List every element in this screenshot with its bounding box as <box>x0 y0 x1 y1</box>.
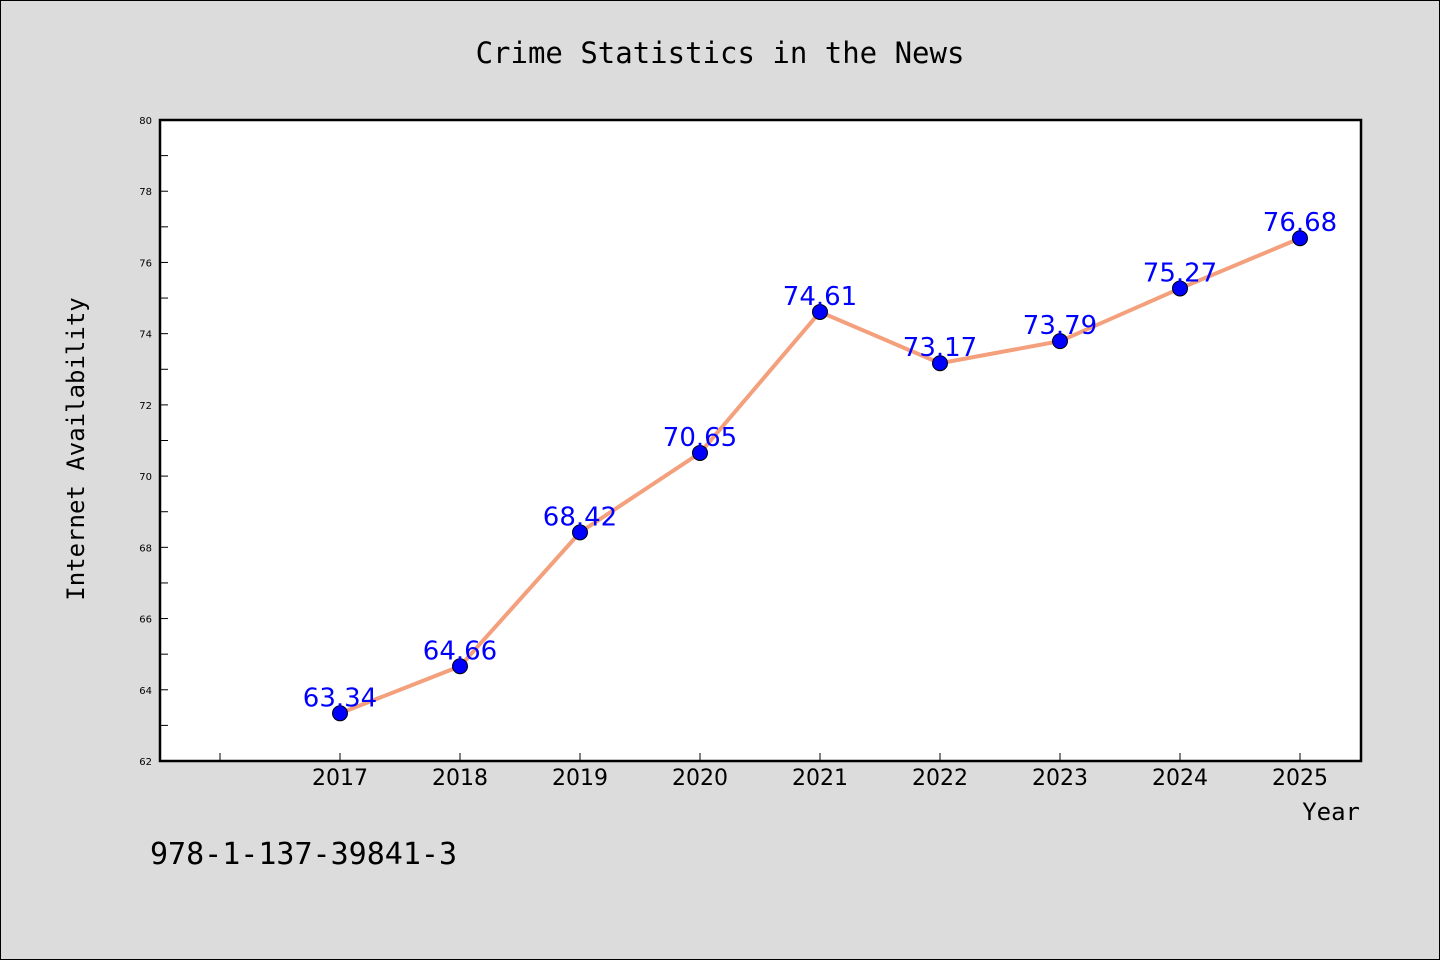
data-label: 74.61 <box>783 282 857 312</box>
x-tick-label: 2021 <box>792 766 848 791</box>
y-tick-label: 78 <box>139 187 152 198</box>
data-point <box>572 524 588 541</box>
data-point <box>332 705 348 722</box>
data-label: 70.65 <box>663 423 737 453</box>
y-tick-label: 68 <box>139 543 152 554</box>
x-axis-label: Year <box>1302 798 1360 826</box>
isbn-text: 978-1-137-39841-3 <box>150 837 457 872</box>
x-tick-label: 2023 <box>1032 766 1088 791</box>
data-point <box>932 355 948 372</box>
data-point <box>452 658 468 675</box>
x-tick-label: 2017 <box>312 766 368 791</box>
data-label: 76.68 <box>1263 208 1337 238</box>
y-tick-label: 80 <box>139 116 152 127</box>
y-tick-label: 66 <box>139 615 152 626</box>
y-tick-label: 72 <box>139 401 152 412</box>
y-tick-label: 76 <box>139 258 152 269</box>
data-point <box>692 444 708 461</box>
y-tick-label: 64 <box>139 686 152 697</box>
plot-frame <box>158 118 1363 763</box>
y-tick-label: 74 <box>139 330 152 341</box>
x-tick-label: 2022 <box>912 766 968 791</box>
data-point <box>1292 230 1308 247</box>
y-tick-label: 62 <box>139 757 152 768</box>
data-label: 68.42 <box>543 502 617 532</box>
data-label: 63.34 <box>303 683 377 713</box>
x-tick-label: 2020 <box>672 766 728 791</box>
data-point <box>1052 333 1068 350</box>
x-tick-label: 2019 <box>552 766 608 791</box>
x-tick-label: 2025 <box>1272 766 1328 791</box>
data-label: 64.66 <box>423 636 497 666</box>
data-point <box>812 303 828 320</box>
data-labels: 63.34 64.66 68.42 70.65 74.61 73.17 73.79 75.27… <box>303 208 1337 713</box>
chart-title: Crime Statistics in the News <box>476 36 965 70</box>
plot-area <box>160 120 1361 761</box>
data-points <box>332 230 1308 722</box>
data-label: 73.79 <box>1023 311 1097 341</box>
y-axis-label: Internet Availability <box>62 297 90 600</box>
data-label: 75.27 <box>1143 258 1217 288</box>
y-tick-label: 70 <box>139 472 152 483</box>
data-point <box>1172 280 1188 297</box>
x-tick-label: 2024 <box>1152 766 1208 791</box>
data-label: 73.17 <box>903 333 977 363</box>
x-tick-label: 2018 <box>432 766 488 791</box>
